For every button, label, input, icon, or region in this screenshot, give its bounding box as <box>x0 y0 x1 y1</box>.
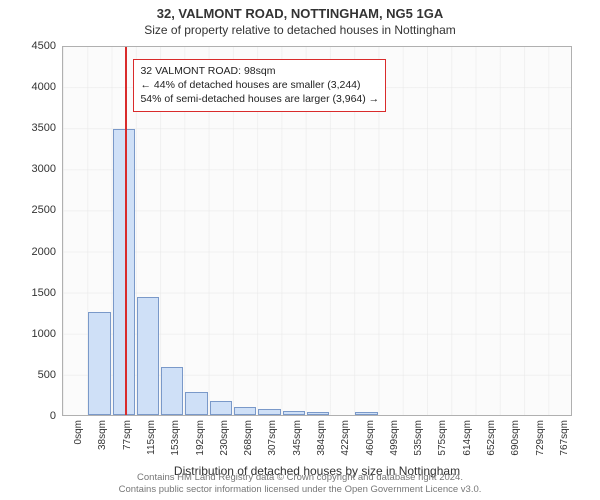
histogram-chart: Number of detached properties 32 VALMONT… <box>62 46 572 416</box>
histogram-bar <box>307 412 329 415</box>
plot-area: 32 VALMONT ROAD: 98sqm← 44% of detached … <box>62 46 572 416</box>
x-tick: 192sqm <box>195 420 206 456</box>
x-tick: 767sqm <box>559 420 570 456</box>
x-tick: 460sqm <box>365 420 376 456</box>
histogram-bar <box>355 412 377 415</box>
histogram-bar <box>258 409 280 415</box>
histogram-bar <box>185 392 207 415</box>
x-tick: 153sqm <box>170 420 181 456</box>
histogram-bar <box>161 367 183 415</box>
histogram-bar <box>234 407 256 415</box>
x-tick: 575sqm <box>437 420 448 456</box>
page-title: 32, VALMONT ROAD, NOTTINGHAM, NG5 1GA <box>0 6 600 21</box>
y-tick: 1000 <box>16 328 56 340</box>
property-marker-line <box>125 47 127 415</box>
page-subtitle: Size of property relative to detached ho… <box>0 23 600 37</box>
x-tick: 499sqm <box>389 420 400 456</box>
y-tick: 0 <box>16 410 56 422</box>
x-tick: 77sqm <box>122 420 133 450</box>
histogram-bar <box>88 312 110 415</box>
y-tick: 500 <box>16 369 56 381</box>
callout-line: 54% of semi-detached houses are larger (… <box>140 92 379 106</box>
y-tick: 4500 <box>16 40 56 52</box>
callout-line: ← 44% of detached houses are smaller (3,… <box>140 78 379 92</box>
x-tick: 230sqm <box>219 420 230 456</box>
y-tick: 2500 <box>16 204 56 216</box>
x-tick: 384sqm <box>316 420 327 456</box>
x-tick: 307sqm <box>267 420 278 456</box>
y-tick: 2000 <box>16 246 56 258</box>
x-tick: 729sqm <box>535 420 546 456</box>
x-tick: 690sqm <box>510 420 521 456</box>
x-tick: 535sqm <box>413 420 424 456</box>
y-tick: 1500 <box>16 287 56 299</box>
x-tick: 614sqm <box>462 420 473 456</box>
y-tick: 4000 <box>16 81 56 93</box>
footer-line-2: Contains public sector information licen… <box>0 484 600 496</box>
x-tick: 115sqm <box>146 420 157 455</box>
x-tick: 652sqm <box>486 420 497 456</box>
y-tick: 3500 <box>16 122 56 134</box>
histogram-bar <box>283 411 305 415</box>
callout-line: 32 VALMONT ROAD: 98sqm <box>140 64 379 78</box>
histogram-bar <box>137 297 159 415</box>
x-tick: 38sqm <box>97 420 108 450</box>
x-tick: 0sqm <box>73 420 84 444</box>
attribution-footer: Contains HM Land Registry data © Crown c… <box>0 472 600 496</box>
property-callout: 32 VALMONT ROAD: 98sqm← 44% of detached … <box>133 59 386 112</box>
histogram-bar <box>210 401 232 415</box>
x-tick: 268sqm <box>243 420 254 456</box>
x-tick: 422sqm <box>340 420 351 456</box>
footer-line-1: Contains HM Land Registry data © Crown c… <box>0 472 600 484</box>
x-tick: 345sqm <box>292 420 303 456</box>
y-tick: 3000 <box>16 163 56 175</box>
histogram-bar <box>113 129 135 415</box>
